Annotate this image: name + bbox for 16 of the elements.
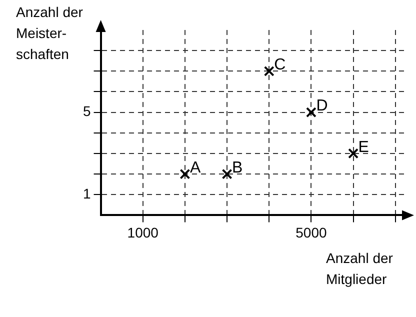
x-tick-label: 1000 (127, 224, 159, 240)
point (180, 168, 190, 180)
annotation: D (316, 98, 328, 115)
annotation: A (190, 159, 201, 176)
annotation: C (274, 56, 286, 74)
y-axis-title: Anzahl der Meister-schaften (16, 3, 84, 64)
x-tick-label: 5000 (296, 224, 327, 240)
annotation: E (358, 138, 369, 156)
point (222, 168, 232, 180)
point (348, 148, 359, 159)
x-axis-title: Anzahl der Mitglieder (326, 249, 394, 289)
point (306, 107, 316, 118)
point (264, 66, 274, 76)
y-tick-label: 5 (82, 103, 91, 120)
y-tick-label: 1 (82, 185, 91, 202)
annotation: B (232, 159, 243, 176)
